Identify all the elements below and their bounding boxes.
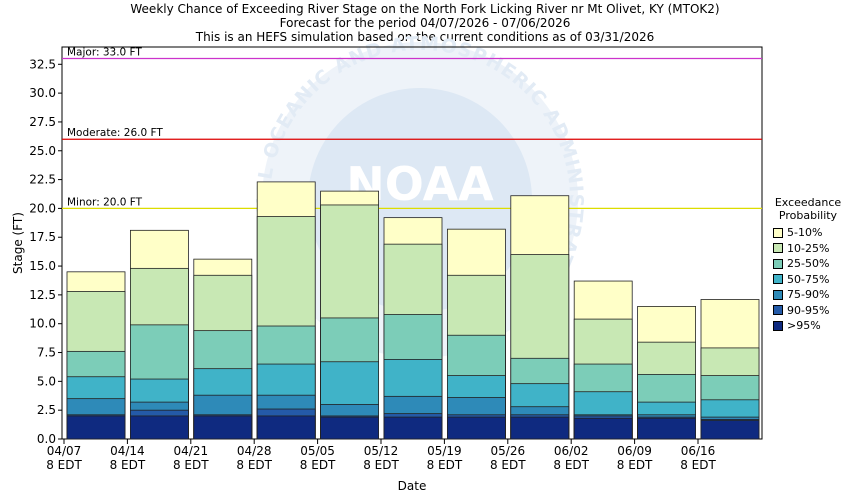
x-tick-label-time: 8 EDT (553, 458, 589, 472)
y-tick-label: 10.0 (29, 317, 56, 331)
x-tick-label-time: 8 EDT (363, 458, 399, 472)
bar-segment (700, 420, 760, 440)
x-tick-label-date: 06/09 (617, 444, 652, 458)
legend-item: >95% (773, 319, 821, 332)
legend-item: 10-25% (773, 242, 829, 255)
y-tick-label: 17.5 (29, 230, 56, 244)
x-tick-label-time: 8 EDT (110, 458, 146, 472)
x-tick-label-time: 8 EDT (46, 458, 82, 472)
legend-label: 10-25% (787, 241, 830, 255)
legend-swatch (773, 305, 783, 315)
legend-label: 50-75% (787, 272, 830, 286)
bar-segment (129, 415, 189, 440)
x-tick-label-date: 06/16 (681, 444, 716, 458)
bar-segment (383, 416, 443, 440)
legend-swatch (773, 258, 783, 269)
bar-segment (510, 416, 570, 440)
legend-title: Exceedance Probability (768, 196, 848, 222)
bar-segment (446, 416, 506, 440)
x-tick-label-time: 8 EDT (680, 458, 716, 472)
x-tick-label-date: 05/05 (300, 444, 335, 458)
legend-swatch (773, 320, 783, 331)
y-tick-label: 12.5 (29, 288, 56, 302)
threshold-label: Moderate: 26.0 FT (67, 127, 163, 139)
legend-item: 5-10% (773, 226, 822, 239)
legend-swatch (773, 274, 783, 284)
x-axis-label: Date (398, 479, 427, 493)
legend-swatch (773, 243, 783, 253)
legend-label: 90-95% (787, 303, 830, 317)
legend-title-line2: Probability (778, 209, 838, 222)
y-tick-label: 20.0 (29, 201, 56, 215)
legend-swatch (773, 227, 783, 238)
x-tick-label-date: 05/19 (427, 444, 462, 458)
legend-swatch (773, 289, 783, 300)
x-tick-label-date: 04/21 (174, 444, 209, 458)
chart-subtitle-simulation: This is an HEFS simulation based on the … (195, 30, 655, 44)
y-tick-label: 7.5 (37, 346, 56, 360)
threshold-label: Minor: 20.0 FT (67, 196, 143, 208)
x-tick-label-date: 04/07 (47, 444, 82, 458)
x-tick-label-time: 8 EDT (427, 458, 463, 472)
legend-item: 75-90% (773, 288, 829, 301)
y-axis-label: Stage (FT) (11, 212, 25, 274)
legend-title-line1: Exceedance (774, 196, 842, 209)
x-tick-label-time: 8 EDT (236, 458, 272, 472)
y-tick-label: 30.0 (29, 86, 56, 100)
y-tick-label: 0.0 (37, 432, 56, 446)
x-tick-label-date: 05/26 (491, 444, 526, 458)
legend-item: 90-95% (773, 304, 829, 317)
chart-subtitle-period: Forecast for the period 04/07/2026 - 07/… (279, 16, 571, 30)
bar-segment (193, 415, 253, 440)
legend-label: 5-10% (787, 226, 823, 239)
y-tick-label: 2.5 (37, 403, 56, 417)
bar-segment (320, 416, 380, 440)
legend-item: 25-50% (773, 257, 829, 270)
legend-label: 25-50% (787, 257, 830, 270)
x-tick-label-date: 06/02 (554, 444, 589, 458)
x-tick-label-time: 8 EDT (490, 458, 526, 472)
bar-segment (256, 415, 316, 440)
y-tick-label: 5.0 (37, 374, 56, 388)
x-tick-label-date: 04/14 (110, 444, 145, 458)
y-tick-label: 25.0 (29, 144, 56, 158)
y-tick-label: 32.5 (29, 57, 56, 71)
x-tick-label-date: 05/12 (364, 444, 399, 458)
legend-label: >95% (787, 319, 821, 332)
x-tick-label-time: 8 EDT (617, 458, 653, 472)
bar-segment (637, 417, 696, 440)
chart-title: Weekly Chance of Exceeding River Stage o… (130, 2, 720, 16)
bar-segment (573, 417, 633, 440)
y-tick-label: 15.0 (29, 259, 56, 273)
legend-label: 75-90% (787, 288, 830, 301)
bar-segment (66, 415, 126, 440)
x-tick-label-time: 8 EDT (173, 458, 209, 472)
threshold-label: Major: 33.0 FT (67, 47, 142, 59)
legend-item: 50-75% (773, 273, 829, 286)
x-tick-label-date: 04/28 (237, 444, 272, 458)
x-tick-label-time: 8 EDT (300, 458, 336, 472)
y-tick-label: 22.5 (29, 173, 56, 187)
y-tick-label: 27.5 (29, 115, 56, 129)
